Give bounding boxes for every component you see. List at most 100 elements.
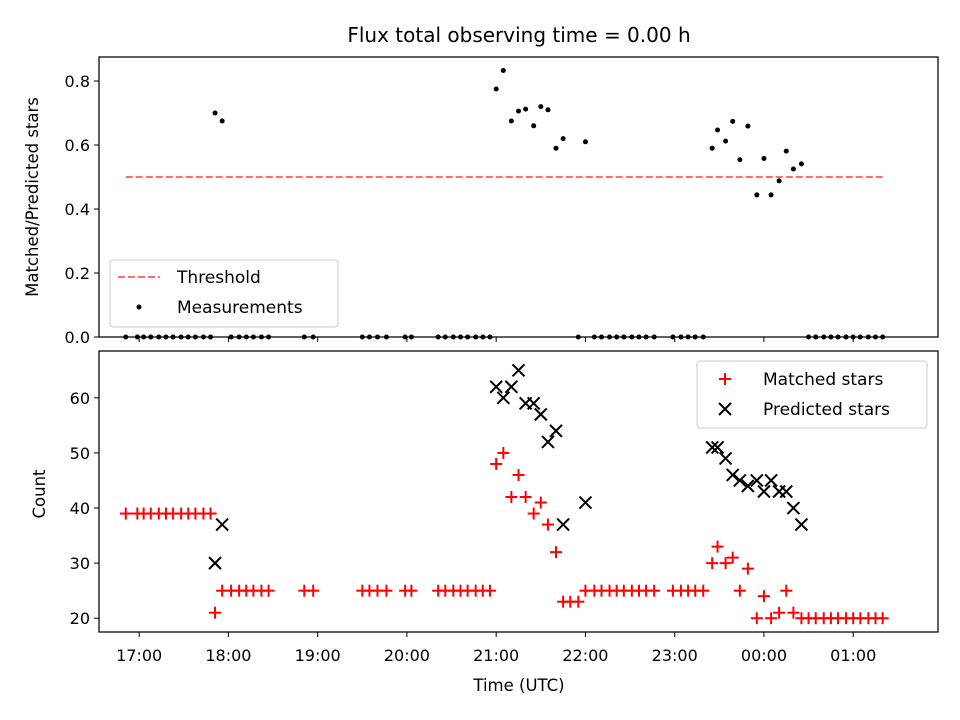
measurement-point (531, 123, 537, 129)
measurement-point (465, 334, 471, 340)
measurement-point (790, 166, 796, 172)
predicted-point (549, 424, 563, 438)
bottom-legend: Matched stars Predicted stars (696, 360, 928, 429)
measurement-point (873, 334, 879, 340)
measurement-point (670, 334, 676, 340)
measurement-point (163, 334, 169, 340)
matched-point (505, 491, 518, 504)
measurement-point (301, 334, 307, 340)
measurement-point (148, 334, 154, 340)
measurement-point (374, 334, 380, 340)
measurement-point (219, 118, 225, 124)
matched-point (527, 507, 540, 520)
bottom-x-tick-label: 22:00 (562, 646, 608, 665)
measurement-point (783, 148, 789, 154)
predicted-point (757, 484, 771, 499)
measurement-point (523, 106, 529, 112)
measurement-point (228, 334, 234, 340)
measurement-point (768, 192, 774, 198)
legend-measurements-label: Measurements (177, 298, 303, 318)
measurement-point (560, 136, 566, 142)
matched-point (119, 507, 132, 520)
top-legend: Threshold Measurements (109, 259, 339, 328)
bottom-x-tick-label: 17:00 (116, 646, 162, 665)
predicted-point (578, 495, 593, 510)
matched-point (765, 612, 778, 625)
measurement-point (621, 334, 627, 340)
measurement-point (692, 334, 698, 340)
legend-threshold-label: Threshold (176, 268, 261, 288)
bottom-y-tick-label: 40 (70, 499, 90, 518)
top-y-tick-label: 0.6 (65, 136, 90, 155)
measurement-point (250, 334, 256, 340)
matched-point (711, 540, 724, 553)
predicted-point (718, 451, 733, 466)
measurement-point (457, 334, 463, 340)
measurement-point (737, 157, 743, 163)
measurement-point (678, 334, 684, 340)
matched-point (697, 584, 710, 597)
bottom-x-tick-label: 20:00 (384, 646, 430, 665)
measurement-point (715, 127, 721, 133)
measurement-point (236, 334, 242, 340)
measurement-point (599, 334, 605, 340)
matched-point (757, 590, 770, 603)
predicted-point (741, 479, 755, 493)
bottom-legend-box (696, 360, 928, 429)
measurement-point (850, 334, 856, 340)
matched-point (519, 491, 532, 504)
matched-point (204, 507, 217, 520)
chart-title: Flux total observing time = 0.00 h (347, 23, 690, 47)
measurement-point (516, 108, 521, 114)
measurement-point (123, 334, 129, 340)
predicted-point (556, 517, 570, 532)
predicted-point (764, 473, 778, 488)
predicted-point (541, 435, 555, 449)
predicted-point (705, 440, 719, 455)
measurement-point (575, 334, 581, 340)
matched-point (733, 584, 746, 597)
measurement-point (636, 334, 642, 340)
bottom-y-tick-label: 60 (70, 389, 90, 408)
predicted-point (794, 517, 809, 532)
top-y-tick-label: 0.8 (65, 72, 90, 91)
bottom-y-axis-label: Count (30, 469, 49, 519)
predicted-point (496, 391, 511, 405)
bottom-series (119, 363, 889, 625)
matched-point (750, 612, 763, 625)
bottom-x-tick-label: 00:00 (741, 646, 787, 665)
measurement-point (798, 161, 804, 167)
predicted-point (511, 363, 526, 377)
measurement-point (723, 138, 729, 144)
measurement-point (442, 334, 448, 340)
predicted-point (215, 517, 229, 532)
top-series (123, 67, 886, 340)
legend-predicted-label: Predicted stars (763, 400, 890, 420)
matched-point (262, 584, 275, 597)
matched-point (773, 606, 786, 619)
measurement-point (170, 334, 176, 340)
bottom-panel: 20 30 40 50 60 17:00 18:00 19:00 20:00 21:00 22:0… (30, 350, 939, 695)
top-y-tick-label: 0.4 (65, 200, 90, 219)
matched-point (741, 562, 754, 575)
measurement-point (591, 334, 597, 340)
predicted-point (726, 468, 740, 482)
measurement-point (806, 334, 812, 340)
measurement-point (582, 139, 588, 145)
measurement-point (480, 334, 486, 340)
measurement-point (450, 334, 456, 340)
measurement-point (266, 334, 272, 340)
measurement-point (828, 334, 834, 340)
matched-point (719, 557, 732, 570)
measurement-point (156, 334, 162, 340)
matched-point (512, 468, 525, 481)
measurement-point (134, 334, 140, 340)
measurement-point (487, 334, 493, 340)
measurement-point (835, 334, 841, 340)
measurement-point (607, 334, 613, 340)
bottom-y-axis-ticks: 20 30 40 50 60 (70, 389, 99, 628)
measurement-point (538, 104, 544, 110)
measurement-point (745, 123, 751, 129)
matched-point (483, 584, 496, 597)
measurement-point (192, 334, 198, 340)
